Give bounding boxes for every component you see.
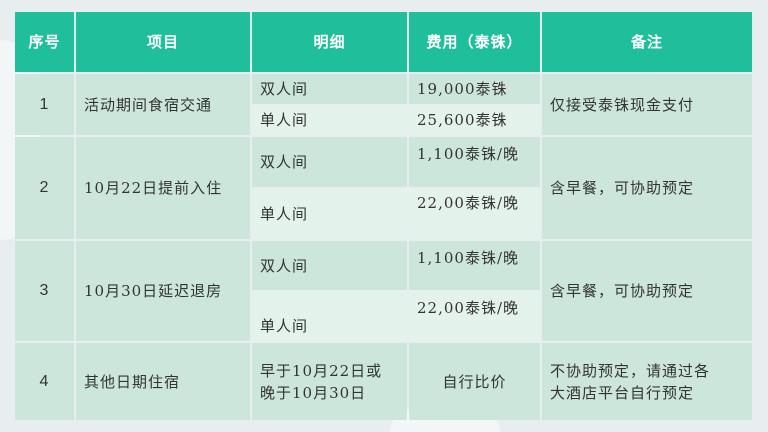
detail-line: 晚于10月30日 — [260, 383, 367, 402]
header-no: 序号 — [15, 12, 74, 72]
row-note: 不协助预定，请通过各 大酒店平台自行预定 — [542, 343, 752, 420]
detail-fee: 1,100泰铢/晚 — [409, 137, 540, 187]
row-number: 2 — [15, 137, 74, 239]
detail-fee: 25,600泰铢 — [409, 105, 540, 135]
row-number: 3 — [15, 241, 74, 341]
detail-room: 双人间 — [252, 241, 407, 290]
row-note: 仅接受泰铢现金支付 — [542, 74, 752, 135]
row-note: 含早餐，可协助预定 — [542, 137, 752, 239]
detail-fee: 22,00泰铢/晚 — [409, 188, 540, 239]
detail-room: 单人间 — [252, 105, 407, 135]
note-line: 不协助预定，请通过各 — [550, 361, 711, 380]
note-line: 大酒店平台自行预定 — [550, 383, 695, 402]
row-note: 含早餐，可协助预定 — [542, 241, 752, 341]
detail-room: 双人间 — [252, 137, 407, 187]
row-number: 1 — [15, 74, 74, 135]
header-fee: 费用（泰铢） — [409, 12, 540, 72]
header-note: 备注 — [542, 12, 752, 72]
detail-room: 双人间 — [252, 74, 407, 104]
row-detail: 早于10月22日或 晚于10月30日 — [252, 343, 407, 420]
detail-fee: 1,100泰铢/晚 — [409, 241, 540, 290]
detail-line: 早于10月22日或 — [260, 361, 383, 380]
row-item: 10月30日延迟退房 — [76, 241, 250, 341]
row-item: 活动期间食宿交通 — [76, 74, 250, 135]
row-item: 10月22日提前入住 — [76, 137, 250, 239]
header-detail: 明细 — [252, 12, 407, 72]
detail-room: 单人间 — [252, 291, 407, 341]
detail-fee: 22,00泰铢/晚 — [409, 291, 540, 341]
row-item: 其他日期住宿 — [76, 343, 250, 420]
detail-fee: 19,000泰铢 — [409, 74, 540, 104]
detail-room: 单人间 — [252, 188, 407, 239]
header-item: 项目 — [76, 12, 250, 72]
row-fee: 自行比价 — [409, 343, 540, 420]
row-number: 4 — [15, 343, 74, 420]
